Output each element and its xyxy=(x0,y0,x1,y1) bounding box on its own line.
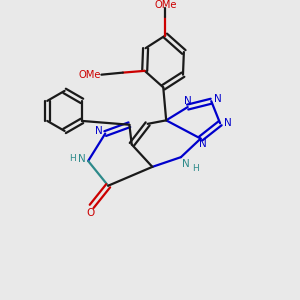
Text: N: N xyxy=(184,96,192,106)
Text: N: N xyxy=(199,140,207,149)
Text: N: N xyxy=(214,94,222,104)
Text: O: O xyxy=(86,208,94,218)
Text: OMe: OMe xyxy=(154,0,177,10)
Text: N: N xyxy=(95,126,103,136)
Text: N: N xyxy=(78,154,86,164)
Text: N: N xyxy=(224,118,231,128)
Text: H: H xyxy=(192,164,199,173)
Text: N: N xyxy=(182,159,190,169)
Text: OMe: OMe xyxy=(79,70,101,80)
Text: H: H xyxy=(70,154,76,163)
